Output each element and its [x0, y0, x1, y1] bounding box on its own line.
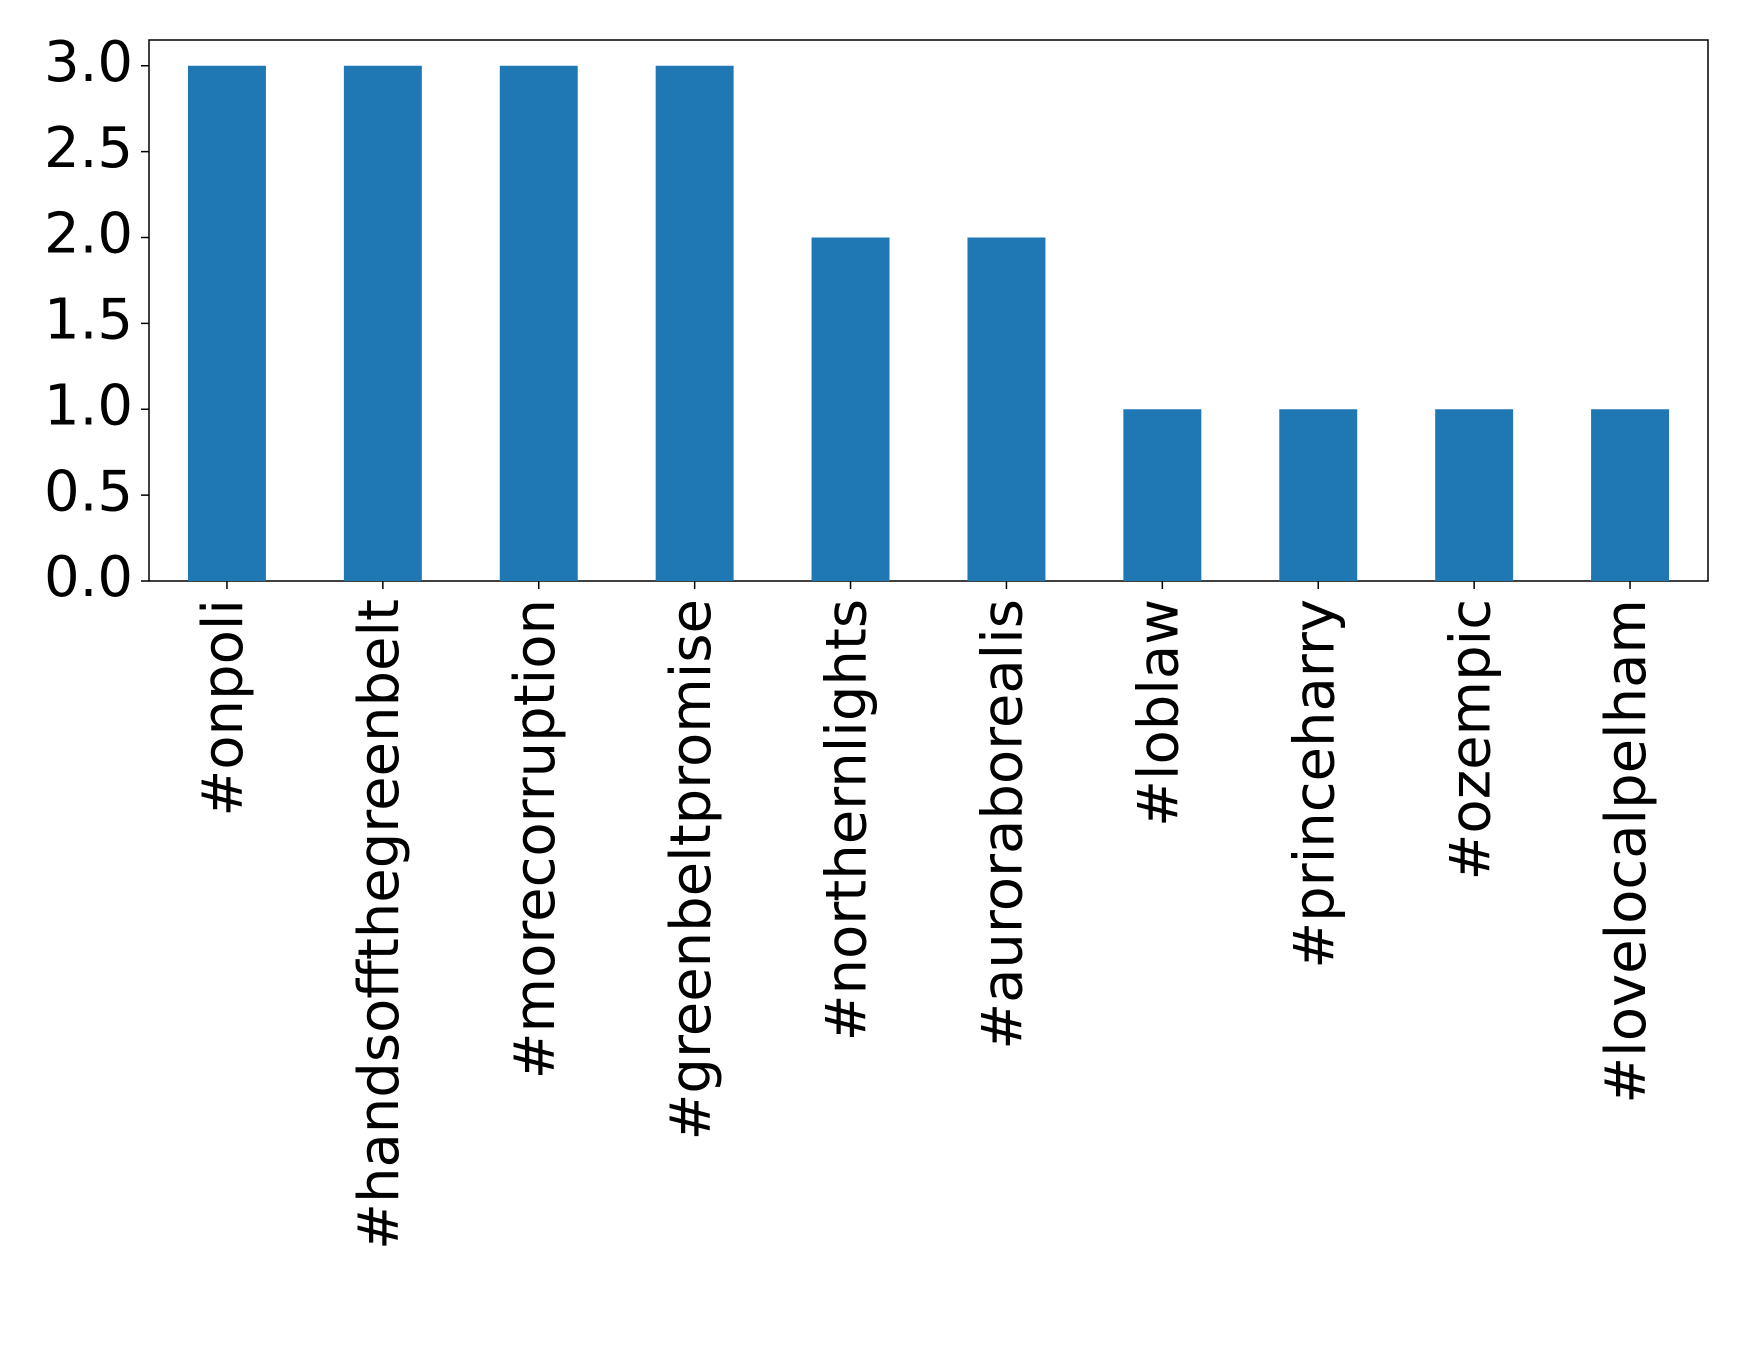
- bar: [187, 65, 266, 581]
- x-tick-label: #ozempic: [1438, 599, 1503, 880]
- y-tick-label: 0.0: [44, 545, 133, 610]
- bar: [655, 65, 734, 581]
- x-tick-label: #morecorruption: [503, 599, 568, 1079]
- y-tick-label: 3.0: [44, 30, 133, 95]
- x-tick-label: #onpoli: [191, 599, 256, 817]
- x-tick-label: #greenbeltpromise: [659, 599, 724, 1141]
- x-tick-label: #loblaw: [1126, 599, 1191, 827]
- bar: [1591, 409, 1670, 581]
- x-tick-label: #princeharry: [1282, 599, 1347, 969]
- x-tick-label: #handsoffthegreenbelt: [347, 599, 412, 1250]
- bar: [967, 237, 1046, 581]
- x-tick-label: #lovelocalpelham: [1594, 599, 1659, 1104]
- bar: [811, 237, 890, 581]
- x-tick-label: #northernlights: [815, 599, 880, 1041]
- bar: [499, 65, 578, 581]
- y-tick-label: 2.0: [44, 202, 133, 267]
- bar: [343, 65, 422, 581]
- bar: [1279, 409, 1358, 581]
- y-tick-label: 0.5: [44, 459, 133, 524]
- x-tick-label: #auroraborealis: [971, 599, 1036, 1050]
- plot-frame: [148, 39, 1709, 582]
- y-tick-label: 1.5: [44, 288, 133, 353]
- bar: [1123, 409, 1202, 581]
- y-tick-label: 1.0: [44, 373, 133, 438]
- y-tick-label: 2.5: [44, 116, 133, 181]
- bar: [1435, 409, 1514, 581]
